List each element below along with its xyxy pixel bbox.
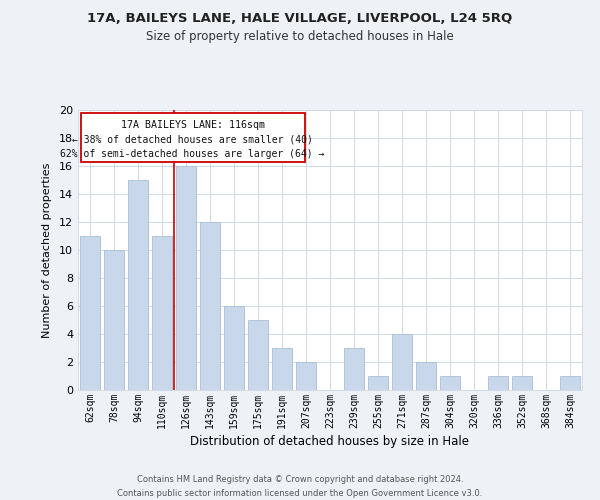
- Bar: [560, 376, 580, 390]
- X-axis label: Distribution of detached houses by size in Hale: Distribution of detached houses by size …: [191, 435, 470, 448]
- Bar: [152, 236, 172, 390]
- Text: 17A BAILEYS LANE: 116sqm: 17A BAILEYS LANE: 116sqm: [121, 120, 265, 130]
- Bar: [224, 306, 244, 390]
- Bar: [248, 320, 268, 390]
- Bar: [368, 376, 388, 390]
- Y-axis label: Number of detached properties: Number of detached properties: [42, 162, 52, 338]
- Bar: [416, 362, 436, 390]
- Bar: [296, 362, 316, 390]
- Bar: [512, 376, 532, 390]
- Bar: [80, 236, 100, 390]
- Bar: [272, 348, 292, 390]
- Bar: [440, 376, 460, 390]
- Bar: [128, 180, 148, 390]
- Text: 17A, BAILEYS LANE, HALE VILLAGE, LIVERPOOL, L24 5RQ: 17A, BAILEYS LANE, HALE VILLAGE, LIVERPO…: [88, 12, 512, 26]
- Bar: [200, 222, 220, 390]
- Bar: [392, 334, 412, 390]
- Bar: [104, 250, 124, 390]
- Text: 62% of semi-detached houses are larger (64) →: 62% of semi-detached houses are larger (…: [61, 149, 325, 159]
- Text: Size of property relative to detached houses in Hale: Size of property relative to detached ho…: [146, 30, 454, 43]
- FancyBboxPatch shape: [80, 113, 305, 162]
- Bar: [344, 348, 364, 390]
- Bar: [488, 376, 508, 390]
- Text: Contains HM Land Registry data © Crown copyright and database right 2024.
Contai: Contains HM Land Registry data © Crown c…: [118, 476, 482, 498]
- Bar: [176, 166, 196, 390]
- Text: ← 38% of detached houses are smaller (40): ← 38% of detached houses are smaller (40…: [72, 135, 313, 145]
